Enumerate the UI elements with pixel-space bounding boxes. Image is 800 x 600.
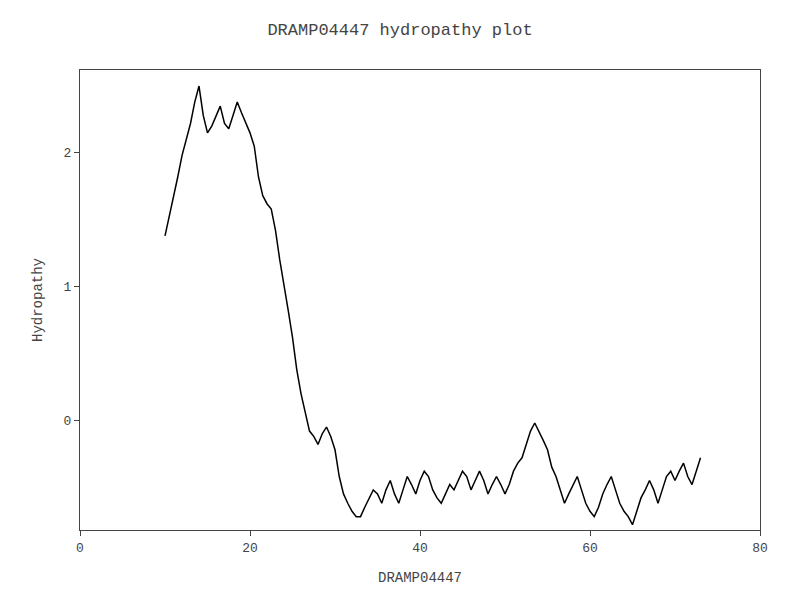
svg-text:2: 2 [64, 146, 72, 161]
svg-text:40: 40 [412, 541, 428, 556]
svg-text:DRAMP04447: DRAMP04447 [378, 570, 462, 586]
svg-text:DRAMP04447 hydropathy plot: DRAMP04447 hydropathy plot [267, 21, 532, 40]
svg-text:60: 60 [582, 541, 598, 556]
svg-text:1: 1 [64, 280, 72, 295]
svg-text:20: 20 [242, 541, 258, 556]
svg-text:80: 80 [752, 541, 768, 556]
svg-text:Hydropathy: Hydropathy [30, 258, 46, 342]
svg-text:0: 0 [64, 414, 72, 429]
svg-text:0: 0 [76, 541, 84, 556]
